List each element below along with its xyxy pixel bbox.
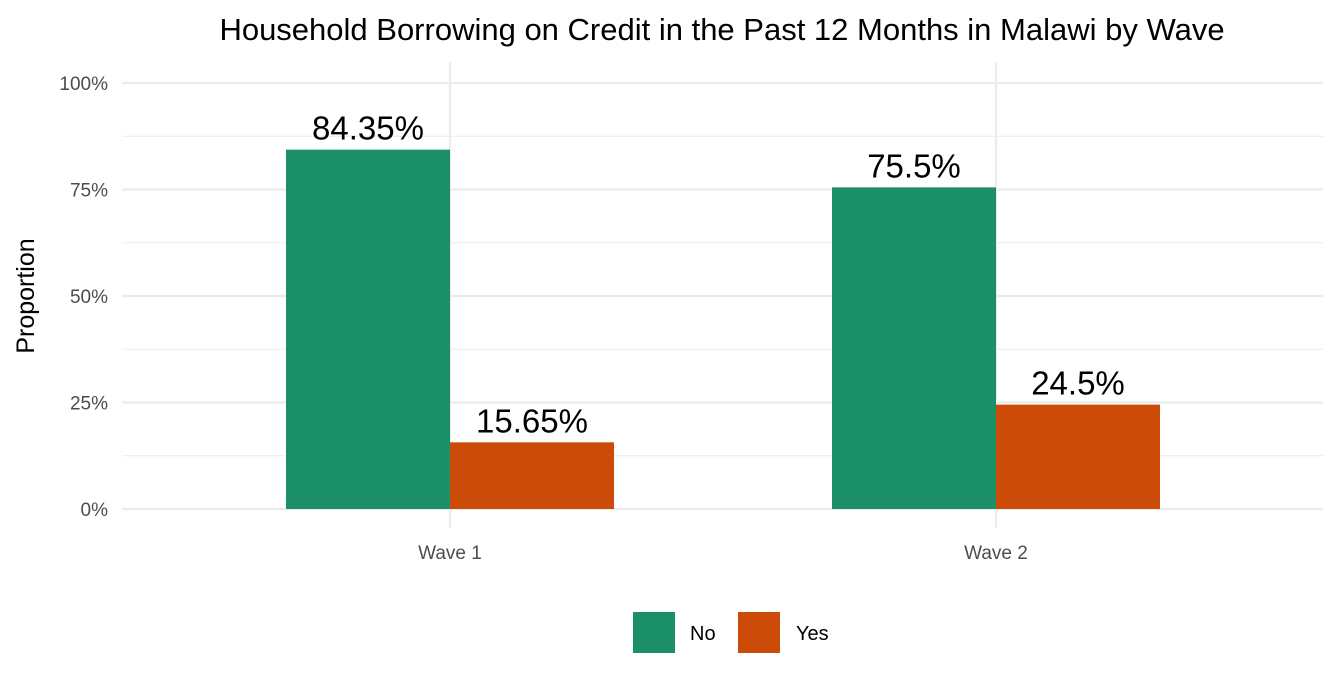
legend-key-yes bbox=[738, 612, 780, 653]
y-tick-label: 100% bbox=[59, 74, 108, 95]
data-label-no-2: 75.5% bbox=[867, 147, 961, 184]
y-tick-label: 75% bbox=[70, 181, 108, 202]
y-tick-label: 25% bbox=[70, 394, 108, 415]
y-tick-label: 50% bbox=[70, 287, 108, 308]
bars bbox=[286, 149, 1160, 509]
legend-key-no bbox=[633, 612, 675, 653]
bar-no-2 bbox=[832, 187, 996, 509]
data-label-yes-2: 24.5% bbox=[1031, 365, 1125, 402]
legend: No Yes bbox=[633, 612, 829, 653]
legend-label-yes: Yes bbox=[796, 623, 829, 645]
data-labels: 84.35% 15.65% 75.5% 24.5% bbox=[312, 110, 1125, 440]
legend-label-no: No bbox=[690, 623, 716, 645]
chart-title: Household Borrowing on Credit in the Pas… bbox=[219, 12, 1224, 47]
y-axis-title: Proportion bbox=[12, 238, 40, 353]
bar-no-1 bbox=[286, 149, 450, 509]
x-tick-label: Wave 1 bbox=[418, 543, 482, 564]
y-axis: 0% 25% 50% 75% 100% bbox=[59, 74, 108, 521]
x-tick-label: Wave 2 bbox=[964, 543, 1028, 564]
x-axis: Wave 1 Wave 2 bbox=[418, 543, 1028, 564]
data-label-yes-1: 15.65% bbox=[476, 402, 588, 439]
data-label-no-1: 84.35% bbox=[312, 110, 424, 147]
bar-yes-1 bbox=[450, 442, 614, 509]
bar-yes-2 bbox=[996, 404, 1160, 509]
y-tick-label: 0% bbox=[81, 500, 109, 521]
